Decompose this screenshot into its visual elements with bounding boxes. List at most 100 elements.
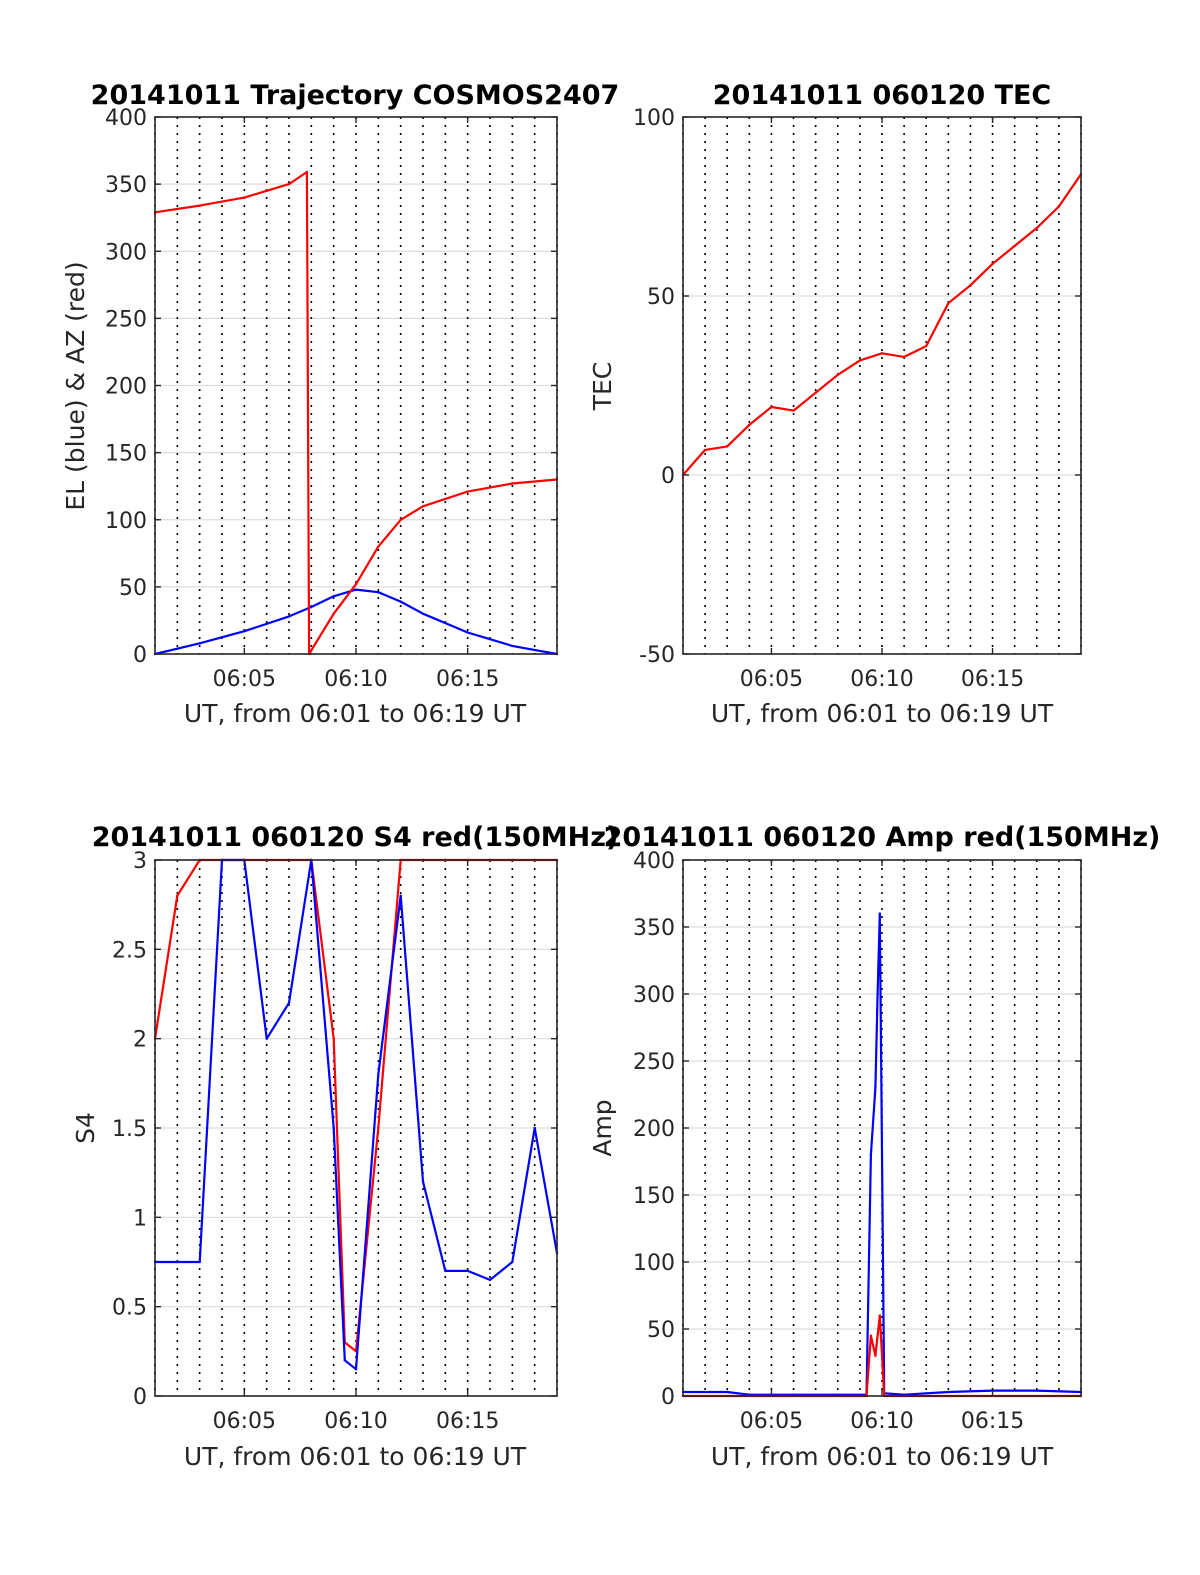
amp-xtick-label: 06:05 — [740, 1409, 803, 1434]
panel-amp: 20141011 060120 Amp red(150MHz) UT, from… — [588, 822, 1160, 1471]
trajectory-point — [421, 612, 425, 615]
amp-ytick-label: 200 — [633, 1117, 675, 1142]
tec-point — [836, 373, 839, 376]
panel-tec: 20141011 060120 TEC UT, from 06:01 to 06… — [588, 80, 1054, 728]
trajectory-point — [377, 591, 380, 594]
amp-point — [874, 1086, 877, 1090]
tec-point — [991, 262, 994, 265]
trajectory-point — [243, 196, 246, 199]
s4-point — [176, 894, 179, 897]
trajectory-point — [198, 204, 201, 207]
amp-ytick-label: 350 — [633, 916, 675, 941]
tec-ylabel: TEC — [588, 362, 617, 412]
amp-point — [1035, 1389, 1039, 1392]
trajectory-plot: 0 50 100 150 200 250 300 350 400 06:05 06:10 06:15 — [105, 106, 559, 692]
s4-ytick-label: 2.5 — [112, 938, 147, 963]
trajectory-ytick-label: 50 — [119, 576, 147, 601]
tec-point — [880, 352, 884, 355]
amp-point — [878, 1314, 881, 1317]
s4-xtick-label: 06:05 — [213, 1409, 276, 1434]
trajectory-xtick-label: 06:15 — [436, 667, 499, 692]
s4-point — [533, 1126, 536, 1130]
s4-ytick-label: 2 — [133, 1028, 147, 1053]
tec-point — [792, 409, 795, 412]
amp-ytick-label: 400 — [633, 849, 675, 874]
s4-point — [399, 894, 402, 897]
trajectory-ylabel: EL (blue) & AZ (red) — [61, 261, 90, 510]
s4-point — [343, 1359, 346, 1362]
trajectory-xtick-label: 06:05 — [213, 667, 276, 692]
s4-point — [377, 1126, 380, 1130]
amp-point — [869, 1334, 873, 1337]
amp-point — [726, 1390, 729, 1394]
amp-xtick-label: 06:15 — [961, 1409, 1024, 1434]
tec-point — [814, 391, 817, 394]
panel-s4: 20141011 060120 S4 red(150MHz) UT, from … — [71, 822, 618, 1471]
trajectory-point — [511, 644, 514, 648]
s4-point — [265, 1037, 268, 1040]
trajectory-point — [265, 189, 268, 192]
tec-point — [902, 355, 906, 359]
trajectory-point — [399, 600, 402, 603]
s4-point — [511, 1260, 514, 1264]
trajectory-ytick-label: 300 — [105, 240, 147, 265]
s4-point — [354, 1368, 358, 1371]
tec-ytick-label: -50 — [639, 643, 675, 668]
trajectory-xtick-label: 06:10 — [324, 667, 387, 692]
amp-ylabel: Amp — [588, 1099, 617, 1156]
tec-point — [858, 359, 862, 362]
panel-trajectory: 20141011 Trajectory COSMOS2407 UT, from … — [61, 80, 619, 728]
s4-ytick-label: 1 — [133, 1206, 147, 1231]
trajectory-ytick-label: 350 — [105, 173, 147, 198]
trajectory-point — [421, 505, 425, 508]
trajectory-xlabel: UT, from 06:01 to 06:19 UT — [184, 699, 527, 728]
amp-point — [874, 1354, 877, 1358]
tec-xtick-label: 06:10 — [850, 667, 913, 692]
tec-point — [1057, 205, 1061, 208]
trajectory-point — [287, 182, 291, 186]
s4-point — [287, 1001, 291, 1005]
trajectory-title: 20141011 Trajectory COSMOS2407 — [91, 80, 620, 111]
tec-xlabel: UT, from 06:01 to 06:19 UT — [711, 699, 1054, 728]
tec-point — [947, 302, 950, 305]
amp-point — [947, 1390, 950, 1394]
trajectory-point — [511, 482, 514, 485]
amp-point — [878, 912, 881, 915]
tec-plot: -50 0 50 100 06:05 06:10 06:15 — [633, 106, 1083, 692]
s4-xlabel: UT, from 06:01 to 06:19 UT — [184, 1442, 527, 1471]
trajectory-ytick-label: 200 — [105, 375, 147, 400]
trajectory-point — [332, 612, 335, 615]
amp-ytick-label: 100 — [633, 1251, 675, 1276]
amp-point — [869, 1153, 873, 1157]
trajectory-ytick-label: 100 — [105, 509, 147, 534]
amp-ytick-label: 50 — [647, 1318, 675, 1343]
s4-ylabel: S4 — [71, 1112, 100, 1144]
s4-point — [332, 1037, 335, 1040]
trajectory-point — [354, 583, 358, 586]
trajectory-point — [310, 605, 313, 609]
tec-point — [748, 423, 751, 427]
trajectory-point — [377, 545, 380, 548]
trajectory-ytick-label: 250 — [105, 307, 147, 332]
trajectory-point — [198, 642, 201, 645]
trajectory-point — [466, 631, 469, 634]
tec-ytick-label: 100 — [633, 106, 675, 131]
trajectory-point — [305, 170, 309, 174]
tec-point — [1035, 226, 1039, 230]
trajectory-point — [243, 630, 246, 633]
tec-ytick-label: 0 — [661, 464, 675, 489]
trajectory-point — [287, 615, 291, 618]
trajectory-point — [399, 518, 402, 521]
amp-title: 20141011 060120 Amp red(150MHz) — [604, 822, 1161, 853]
tec-xtick-label: 06:05 — [740, 667, 803, 692]
s4-xtick-label: 06:15 — [436, 1409, 499, 1434]
s4-ytick-label: 0 — [133, 1385, 147, 1410]
s4-ytick-label: 0.5 — [112, 1296, 147, 1321]
s4-plot: 0 0.5 1 1.5 2 2.5 3 06:05 06:10 06:15 — [112, 849, 559, 1434]
trajectory-point — [332, 595, 335, 598]
tec-point — [770, 405, 773, 409]
trajectory-point — [466, 490, 469, 493]
s4-point — [176, 1260, 179, 1264]
amp-ytick-label: 300 — [633, 983, 675, 1008]
s4-point — [421, 1180, 425, 1183]
